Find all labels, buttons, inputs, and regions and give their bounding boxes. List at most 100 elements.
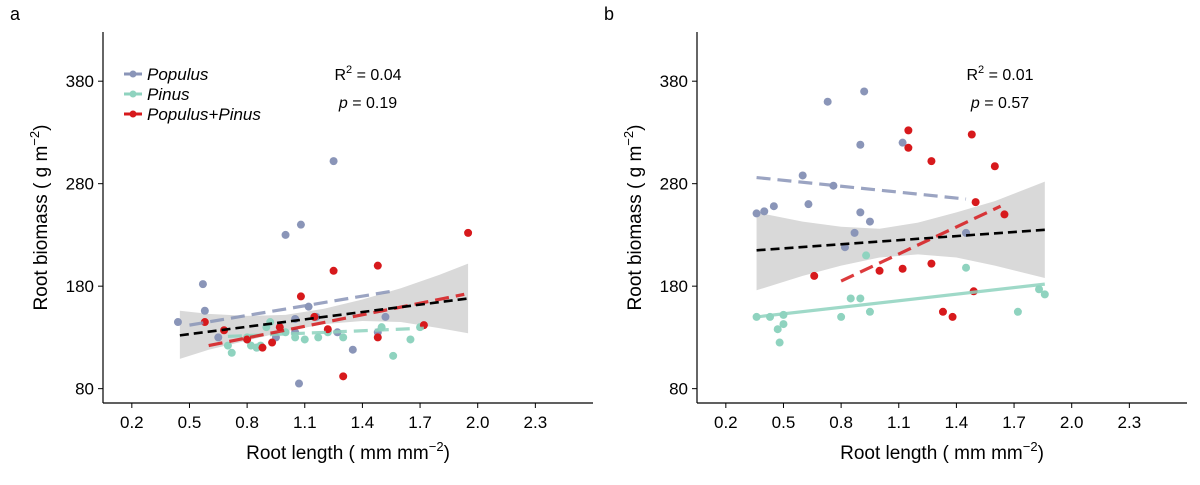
y-axis-title-end: ) <box>625 125 646 131</box>
y-tick-label: 380 <box>660 72 688 91</box>
confidence-band <box>179 263 469 359</box>
x-tick-label: 2.3 <box>1118 413 1142 432</box>
data-point <box>850 228 859 237</box>
data-point <box>1040 290 1049 299</box>
data-point <box>898 138 907 147</box>
data-point <box>200 306 209 315</box>
data-point <box>810 271 819 280</box>
overall-fit-line <box>756 228 1045 252</box>
data-point <box>837 312 846 321</box>
x-axis-title-end: ) <box>1038 443 1044 464</box>
data-point <box>223 341 232 350</box>
fit-line <box>756 175 967 201</box>
y-tick-label: 80 <box>75 380 94 399</box>
y-tick-label: 380 <box>66 72 94 91</box>
r-squared-label: R2 = 0.01 <box>966 64 1033 84</box>
data-point <box>948 312 957 321</box>
legend-label: Populus+Pinus <box>147 105 261 124</box>
y-axis-title-sup: −2 <box>27 131 42 146</box>
x-tick-label: 1.7 <box>408 413 432 432</box>
data-point <box>823 97 832 106</box>
p-symbol: p <box>338 95 348 112</box>
x-tick-label: 0.2 <box>120 413 144 432</box>
data-point <box>862 251 871 260</box>
p-value: = 0.57 <box>980 95 1029 112</box>
data-point <box>865 307 874 316</box>
series-points <box>810 126 1009 321</box>
r-squared-symbol: R <box>966 67 978 84</box>
x-tick-label: 1.7 <box>1002 413 1026 432</box>
data-point <box>281 230 290 239</box>
legend-swatch-dot <box>129 90 137 98</box>
data-point <box>329 157 338 166</box>
panel-letter: b <box>604 4 614 24</box>
series-points <box>173 157 390 388</box>
data-point <box>296 292 305 301</box>
data-point <box>760 207 769 216</box>
data-point <box>804 200 813 209</box>
data-point <box>339 333 348 342</box>
x-tick-label: 1.4 <box>351 413 375 432</box>
y-axis-title-sup: −2 <box>621 131 636 146</box>
x-tick-label: 2.3 <box>524 413 548 432</box>
data-point <box>927 157 936 166</box>
x-axis-title-main: Root length ( mm mm <box>246 443 429 464</box>
data-point <box>904 143 913 152</box>
r-squared-symbol: R <box>334 67 346 84</box>
data-point <box>314 333 323 342</box>
r-squared-sup: 2 <box>346 64 352 76</box>
data-point <box>296 220 305 229</box>
x-tick-label: 0.8 <box>235 413 259 432</box>
y-tick-label: 180 <box>66 277 94 296</box>
data-point <box>773 325 782 334</box>
data-point <box>214 333 223 342</box>
data-point <box>775 338 784 347</box>
data-point <box>348 345 357 354</box>
series-points <box>752 87 971 252</box>
y-tick-label: 80 <box>669 380 688 399</box>
data-point <box>291 333 300 342</box>
data-point <box>1000 210 1009 219</box>
y-axis-title-main: Root biomass ( g m <box>31 146 52 311</box>
panel-b: b 0.2 0.5 0.8 1.1 1.4 1.7 2.0 2.3 80 180 280 380 Root… <box>604 4 1187 464</box>
fit-line <box>756 282 1045 319</box>
data-point <box>865 217 874 226</box>
data-point <box>971 198 980 207</box>
data-point <box>860 87 869 96</box>
x-tick-label: 0.2 <box>714 413 738 432</box>
y-axis-title: Root biomass ( g m−2) <box>621 125 646 311</box>
data-point <box>243 335 252 344</box>
data-point <box>846 294 855 303</box>
x-axis-title-sup: −2 <box>429 439 444 454</box>
data-point <box>856 208 865 217</box>
data-point <box>268 338 277 347</box>
x-axis-title-end: ) <box>444 443 450 464</box>
data-point <box>938 307 947 316</box>
data-point <box>406 335 415 344</box>
fit-line <box>189 289 392 327</box>
x-tick-label: 2.0 <box>1060 413 1084 432</box>
data-point <box>389 351 398 360</box>
x-tick-label: 2.0 <box>466 413 490 432</box>
overall-fit-line <box>179 297 469 337</box>
p-value: = 0.19 <box>348 95 397 112</box>
p-value-label: p = 0.19 <box>338 95 397 112</box>
data-point <box>779 320 788 329</box>
x-axis-title-sup: −2 <box>1023 439 1038 454</box>
data-point <box>339 372 348 381</box>
data-point <box>798 171 807 180</box>
data-point <box>898 264 907 273</box>
data-point <box>856 140 865 149</box>
r-squared-sup: 2 <box>978 64 984 76</box>
data-point <box>990 162 999 171</box>
x-tick-label: 1.4 <box>945 413 969 432</box>
confidence-band <box>756 181 1045 291</box>
data-point <box>373 261 382 270</box>
data-point <box>464 228 473 237</box>
r-squared-label: R2 = 0.04 <box>334 64 401 84</box>
data-point <box>904 126 913 135</box>
legend-label: Pinus <box>147 85 190 104</box>
data-point <box>927 259 936 268</box>
